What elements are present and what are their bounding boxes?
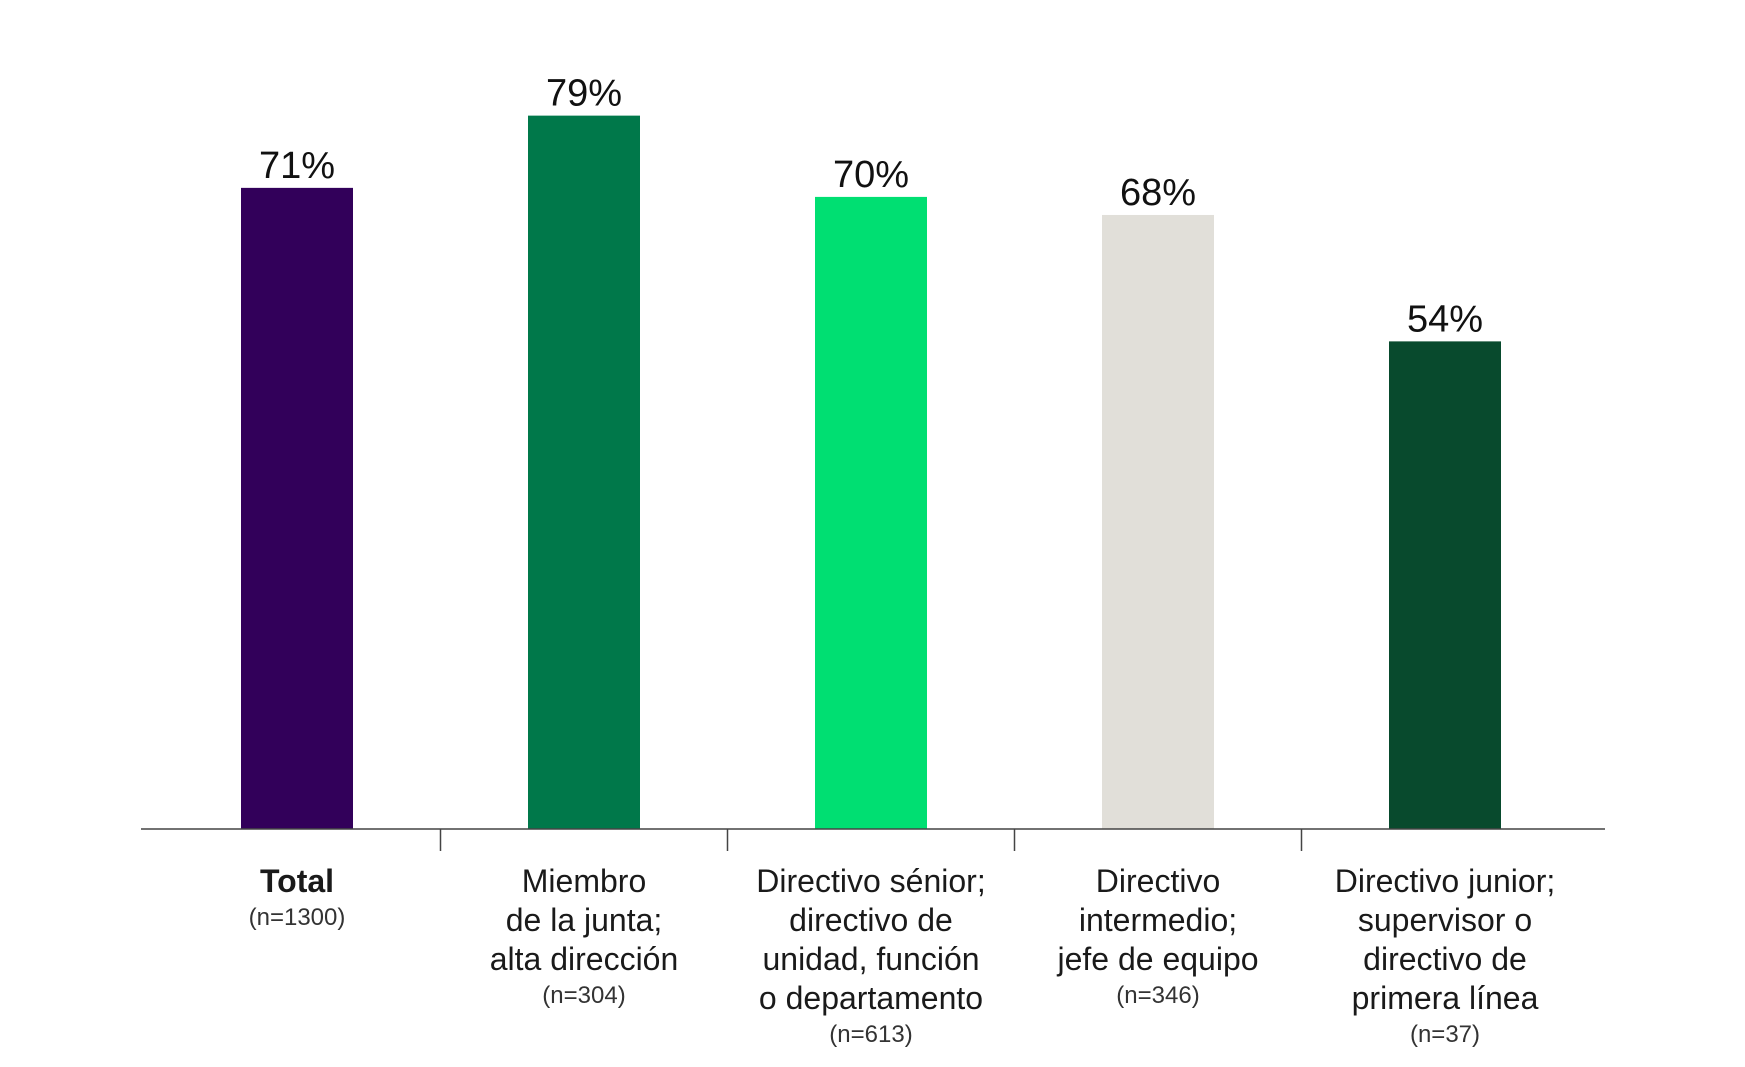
category-name: Miembro de la junta; alta dirección [489,863,679,977]
bar-3 [815,196,927,829]
value-labels: 71% 79% 70% 68% 54% [259,73,1483,341]
sample-size: (n=346) [1116,982,1200,1009]
bar-1 [241,187,353,829]
sample-size: (n=613) [829,1021,913,1048]
category-label-4: Directivo intermedio; jefe de equipo (n=3… [1018,862,1298,1013]
value-label-4: 68% [1120,172,1196,214]
category-name: Directivo sénior; directivo de unidad, f… [756,863,986,1016]
sample-size: (n=1300) [248,904,346,931]
category-name: Total [259,863,335,899]
category-name: Directivo intermedio; jefe de equipo [1057,863,1259,977]
value-label-2: 79% [546,73,622,115]
bar-2 [528,115,640,829]
category-label-5: Directivo junior; supervisor o directivo… [1305,862,1585,1052]
x-axis-ticks [439,829,1303,851]
category-label-2: Miembro de la junta; alta dirección (n=30… [444,862,724,1013]
category-label-3: Directivo sénior; directivo de unidad, f… [731,862,1011,1052]
bar-5 [1389,341,1501,829]
bar-4 [1102,214,1214,829]
value-label-1: 71% [259,145,335,187]
category-label-1: Total (n=1300) [157,862,437,935]
sample-size: (n=37) [1409,1021,1481,1048]
value-label-5: 54% [1407,298,1483,340]
category-name: Directivo junior; supervisor o directivo… [1334,863,1556,1016]
sample-size: (n=304) [542,982,626,1009]
value-label-3: 70% [833,154,909,196]
bars [241,115,1501,829]
